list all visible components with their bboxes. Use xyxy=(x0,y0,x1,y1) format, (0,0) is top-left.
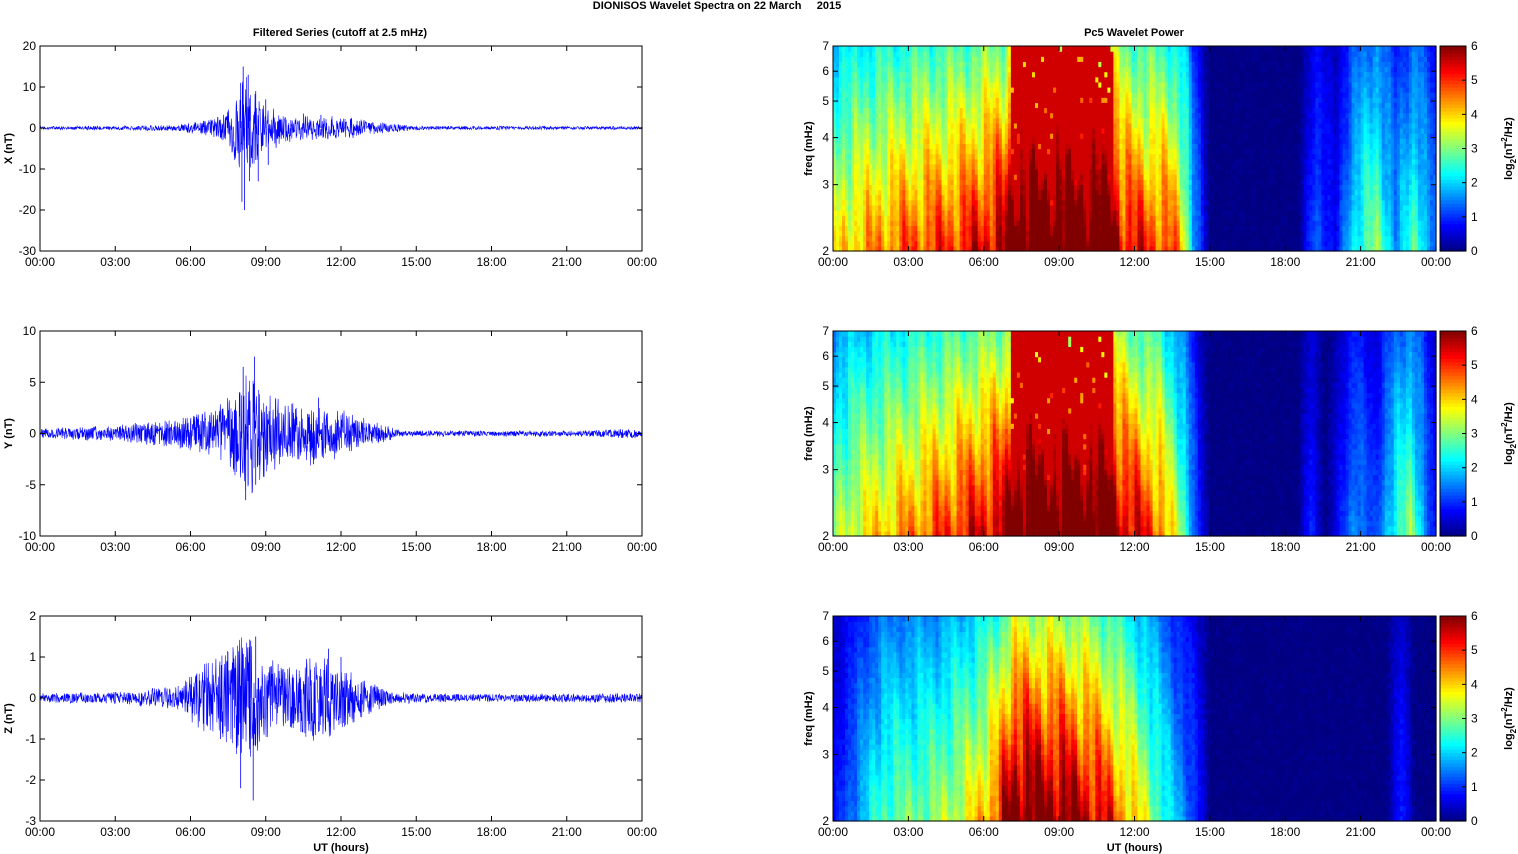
y-tick-label: 20 xyxy=(23,39,37,53)
x-tick-label: 06:00 xyxy=(175,255,205,269)
spectrogram-image xyxy=(833,46,1437,252)
plot-area xyxy=(40,46,642,251)
x-tick-label: 03:00 xyxy=(100,255,130,269)
y-axis-label: X (nT) xyxy=(3,133,15,164)
right-column-title: Pc5 Wavelet Power xyxy=(1084,27,1185,39)
y-tick-label: 0 xyxy=(29,121,36,135)
y-tick-label: -10 xyxy=(19,162,37,176)
figure-suptitle: DIONISOS Wavelet Spectra on 22 March 201… xyxy=(593,0,841,12)
x-tick-label: 00:00 xyxy=(25,255,55,269)
left-column-title: Filtered Series (cutoff at 2.5 mHz) xyxy=(253,27,428,39)
x-tick-label: 00:00 xyxy=(627,255,657,269)
y-tick-label: -20 xyxy=(19,203,37,217)
x-tick-label: 15:00 xyxy=(401,255,431,269)
x-tick-label: 21:00 xyxy=(552,255,582,269)
x-tick-label: 18:00 xyxy=(476,255,506,269)
y-tick-label: 10 xyxy=(23,80,37,94)
x-tick-label: 09:00 xyxy=(251,255,281,269)
x-tick-label: 12:00 xyxy=(326,255,356,269)
